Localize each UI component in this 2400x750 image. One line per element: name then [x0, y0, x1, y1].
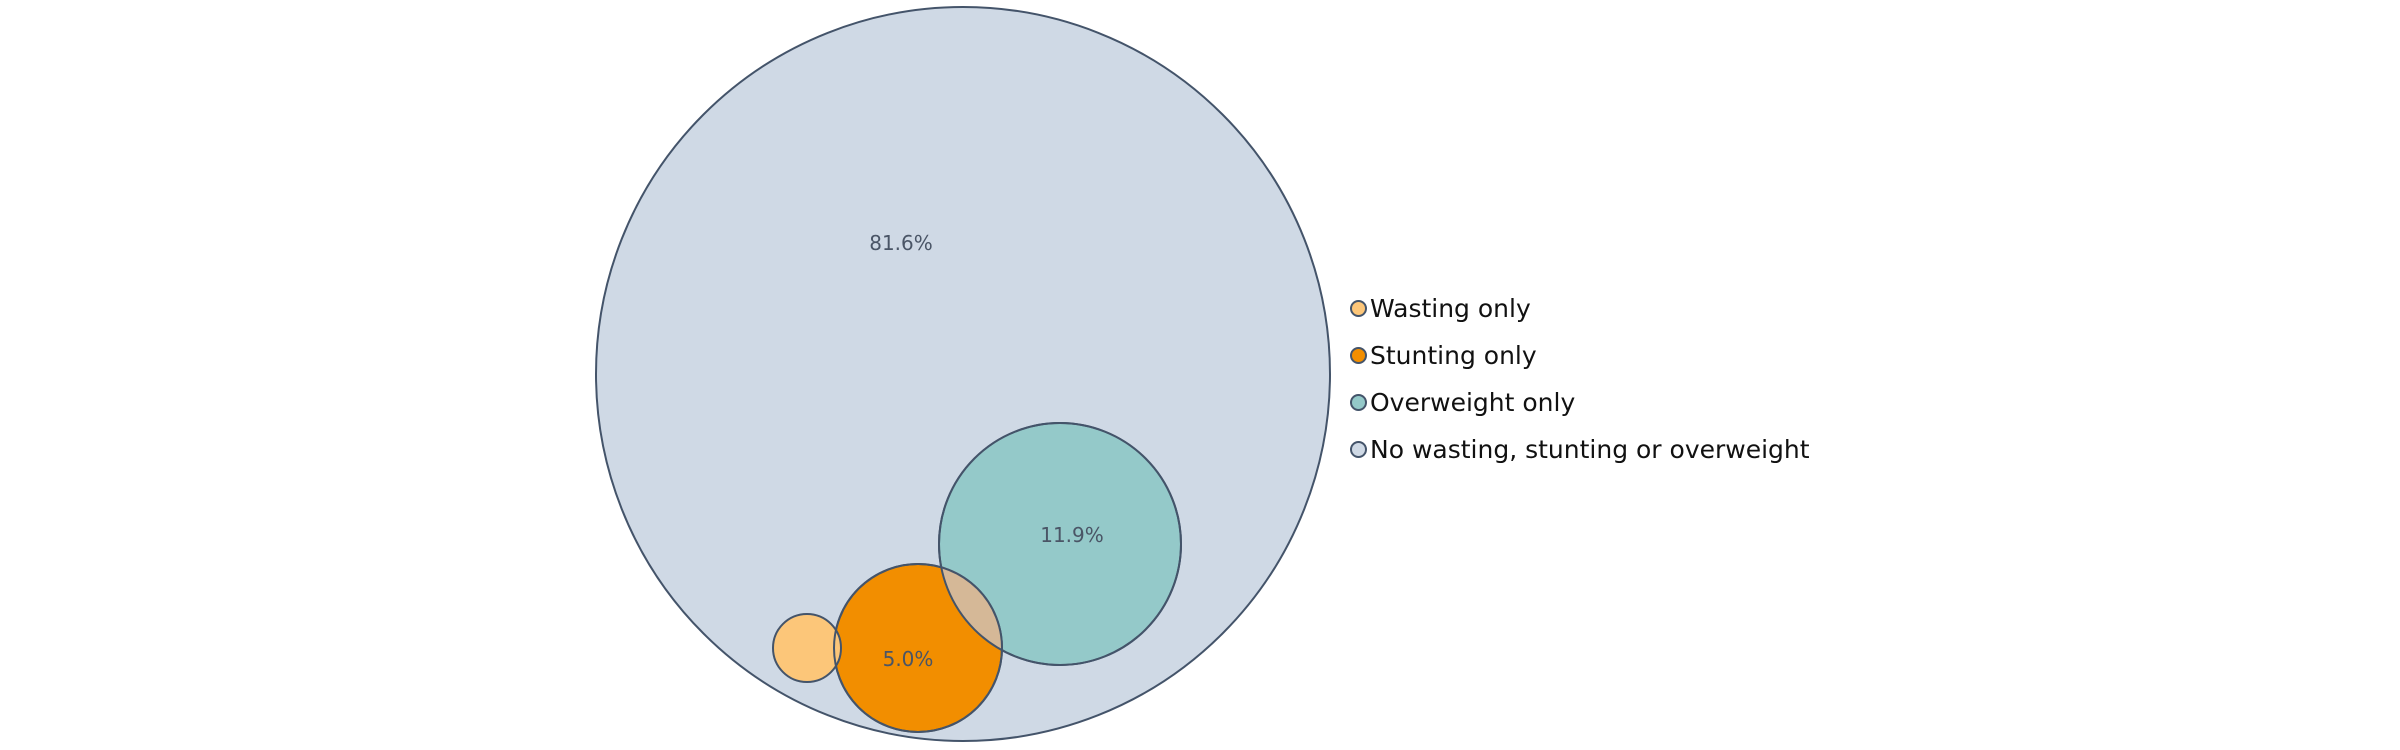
legend-item-overweight: Overweight only — [1350, 379, 1810, 426]
legend-item-wasting: Wasting only — [1350, 285, 1810, 332]
overweight-outline — [938, 422, 1182, 666]
legend-label-wasting: Wasting only — [1370, 294, 1531, 323]
legend-label-overweight: Overweight only — [1370, 388, 1576, 417]
legend: Wasting only Stunting only Overweight on… — [1350, 285, 1810, 473]
legend-swatch-wasting — [1350, 300, 1367, 317]
stunting-overweight-overlap — [941, 567, 1002, 651]
legend-item-none: No wasting, stunting or overweight — [1350, 426, 1810, 473]
no-malnutrition-label: 81.6% — [869, 231, 933, 255]
wasting-circle — [772, 613, 842, 683]
overweight-label: 11.9% — [1040, 523, 1104, 547]
stunting-outline — [833, 563, 1003, 733]
legend-swatch-none — [1350, 441, 1367, 458]
legend-label-stunting: Stunting only — [1370, 341, 1537, 370]
legend-swatch-overweight — [1350, 394, 1367, 411]
stunting-label: 5.0% — [883, 647, 934, 671]
legend-label-none: No wasting, stunting or overweight — [1370, 435, 1810, 464]
legend-item-stunting: Stunting only — [1350, 332, 1810, 379]
legend-swatch-stunting — [1350, 347, 1367, 364]
